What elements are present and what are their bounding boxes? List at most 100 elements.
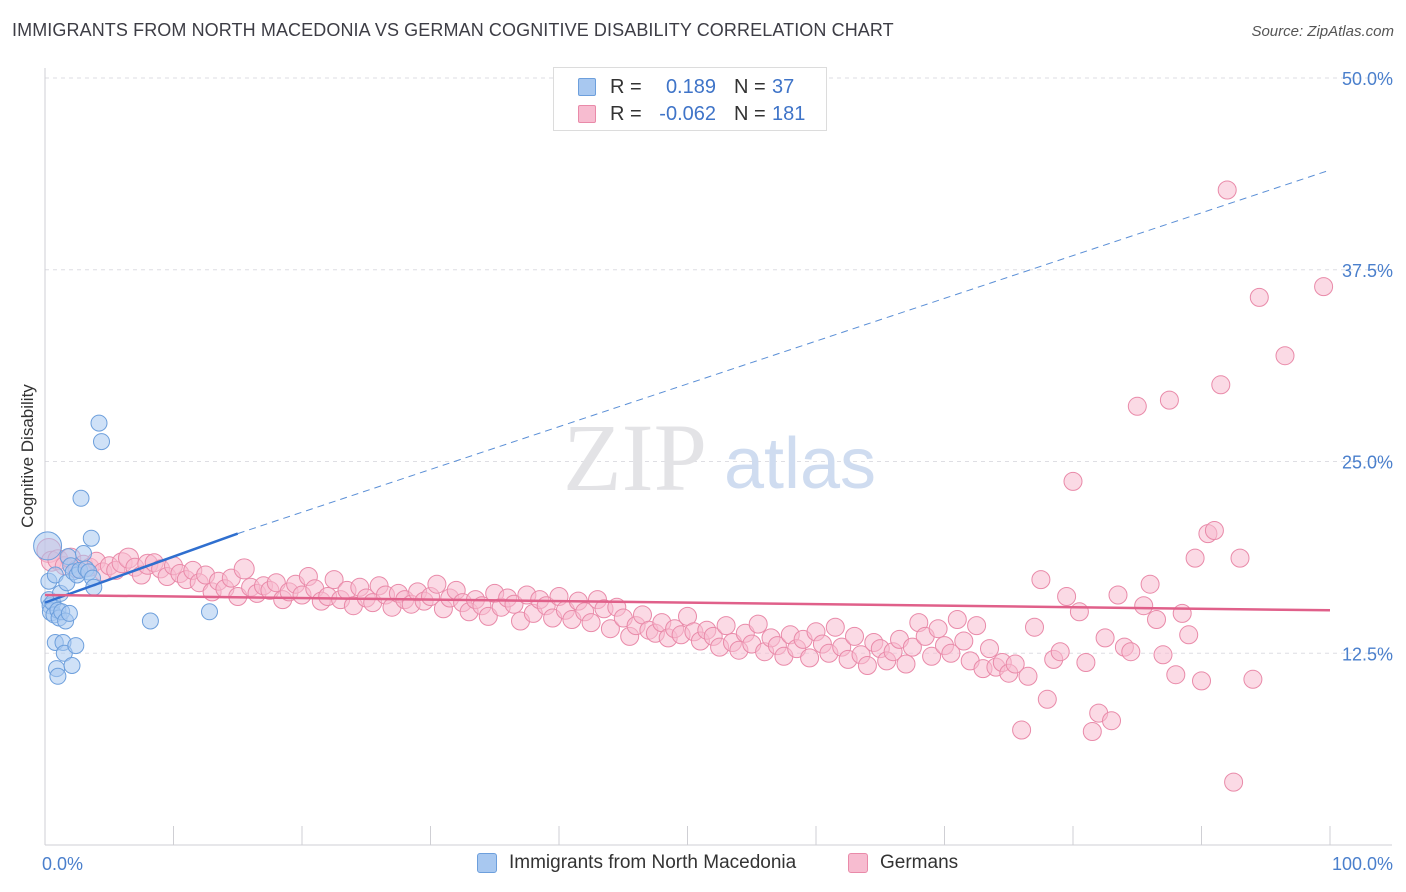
data-point [1076,653,1096,672]
x-tick-label-max: 100.0% [1332,854,1393,874]
y-tick-label: 50.0% [1342,69,1393,89]
data-point [1127,396,1147,416]
data-point [1179,625,1199,645]
data-point [63,657,81,674]
legend-n-label: N = [734,75,766,98]
data-point [141,612,159,630]
data-point [1211,375,1231,395]
data-point [1159,390,1179,410]
y-tick-labels: 12.5% 25.0% 37.5% 50.0% [1342,69,1393,664]
legend-r-value: -0.062 [659,102,716,125]
legend-row-macedonia: R = 0.189 N = 37 [578,74,794,100]
data-point [82,529,100,547]
data-point [93,433,110,451]
legend-r-label: R = [610,75,642,98]
legend-r-value: 0.189 [665,75,716,98]
data-point [1192,671,1211,691]
legend-n-value: 181 [772,102,806,125]
trend-line-germans [44,593,1331,612]
data-point [581,613,601,633]
data-point [922,646,942,666]
data-point [1230,548,1250,568]
data-point [1153,645,1173,665]
data-point [857,656,877,675]
y-axis-label: Cognitive Disability [18,384,37,528]
data-point [1095,628,1115,648]
data-point [1314,277,1334,297]
data-point [201,603,218,621]
data-point [928,619,948,639]
legend-n-label: N = [734,102,766,125]
data-point [478,606,498,626]
data-point [1063,471,1083,491]
watermark: ZIP atlas [563,404,876,511]
axes [44,68,1392,846]
data-point [1012,720,1032,740]
data-point [954,631,974,651]
data-point [1249,287,1269,307]
chart-title: IMMIGRANTS FROM NORTH MACEDONIA VS GERMA… [12,20,894,40]
data-point [825,617,845,637]
watermark-atlas: atlas [724,424,876,504]
series-swatch-macedonia [477,853,497,873]
series-label-macedonia: Immigrants from North Macedonia [509,852,797,873]
data-point [1025,617,1044,637]
data-point [1037,689,1057,709]
data-point [941,643,961,663]
data-point [845,626,864,646]
data-point [67,637,85,655]
data-point [902,637,922,657]
data-point [896,654,916,674]
data-point [1166,665,1186,685]
data-point [980,639,999,659]
data-point [1018,666,1038,686]
legend-swatch-germans [578,105,596,123]
data-point [1275,346,1295,366]
watermark-zip: ZIP [563,404,707,511]
data-point [266,573,286,593]
legend-swatch-macedonia [578,78,596,96]
data-point [49,667,67,685]
chart-source: Source: ZipAtlas.com [1251,23,1394,40]
legend-row-germans: R = -0.062 N = 181 [578,101,805,127]
data-point [1102,711,1121,731]
legend-r-label: R = [610,102,642,125]
data-point [716,616,736,636]
trend-lines [44,169,1331,612]
data-point [1140,574,1160,594]
data-point [800,648,820,668]
data-point [60,604,78,622]
data-point [1243,669,1263,689]
data-point [1224,772,1244,792]
correlation-legend: R = 0.189 N = 37 R = -0.062 N = 181 [553,67,827,131]
data-point [1121,642,1141,662]
y-tick-label: 25.0% [1342,453,1393,473]
data-point [947,610,967,629]
series-label-germans: Germans [880,852,959,873]
data-point [90,414,108,432]
data-point [33,531,63,561]
y-tick-label: 37.5% [1342,261,1393,281]
data-point [1057,587,1077,606]
data-point [748,614,768,634]
data-point [1147,610,1166,629]
data-point [1172,603,1192,623]
data-point [967,616,987,636]
data-point [1134,596,1154,616]
data-point [1217,180,1237,200]
data-point [600,619,620,639]
series-swatch-germans [848,853,868,873]
legend-n-value: 37 [772,75,795,98]
data-point [1082,722,1102,741]
x-tick-label-min: 0.0% [42,854,83,874]
data-point [1108,585,1128,605]
data-point [1031,570,1051,590]
series-legend-macedonia[interactable]: Immigrants from North Macedonia [477,852,796,874]
data-point [72,489,90,507]
series-legend-germans[interactable]: Germans [848,852,958,874]
trend-line-macedonia [44,532,239,604]
x-tick-labels: 0.0% 100.0% [42,854,1393,874]
data-point [1185,548,1205,568]
series-legend: Immigrants from North Macedonia Germans [0,852,1406,878]
